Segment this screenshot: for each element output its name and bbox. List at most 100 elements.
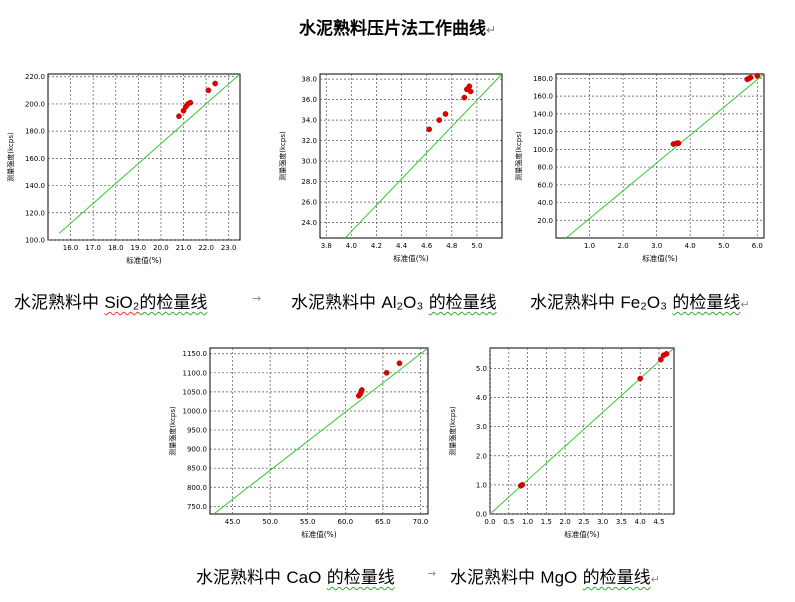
fe2o3-chart: 1.0 2.0 3.0 4.0 5.0 6.0 20.0 40.0 60.0 80.0 100.0 1… (512, 68, 772, 264)
data-point (658, 356, 664, 363)
x-tick-label: 3.8 (321, 242, 332, 250)
y-tick-label: 900.0 (187, 446, 207, 454)
y-tick-label: 32.0 (301, 137, 317, 145)
y-tick-label: 120.0 (533, 128, 553, 136)
al2o3-chart: 3.8 4.0 4.2 4.4 4.6 4.8 5.0 24.0 26.0 28.0 30.0 32.… (276, 68, 510, 264)
y-axis-label: 测量强度(kcps) (6, 132, 15, 182)
page-title: 水泥熟料压片法工作曲线↵ (0, 14, 795, 39)
y-tick-label: 220.0 (25, 73, 45, 81)
fit-line (344, 74, 502, 238)
chart-svg: 0.0 0.5 1.0 1.5 2.0 2.5 3.0 3.5 4.0 4.5 0.0 1.0 2.0 3… (448, 347, 675, 539)
data-point (467, 88, 474, 95)
return-mark: ↵ (485, 23, 497, 37)
mgo-chart: 0.0 0.5 1.0 1.5 2.0 2.5 3.0 3.5 4.0 4.5 0.0 1.0 2.0 3… (446, 342, 682, 540)
data-point (383, 369, 390, 376)
y-tick-label: 2.0 (476, 452, 487, 460)
caption-mgo: 水泥熟料中 MgO 的检量线↵ (450, 568, 660, 588)
chart-svg: 3.8 4.0 4.2 4.4 4.6 4.8 5.0 24.0 26.0 28.0 30.0 32.… (278, 73, 503, 263)
x-axis-label: 标准值(%) (393, 253, 429, 263)
x-tick-label: 0.0 (484, 518, 495, 526)
x-tick-label: 4.2 (371, 242, 382, 250)
y-tick-label: 3.0 (476, 423, 487, 431)
x-tick-label: 5.0 (718, 242, 729, 250)
x-axis-label: 标准值(%) (564, 529, 600, 539)
y-tick-label: 60.0 (537, 181, 553, 189)
y-tick-label: 80.0 (537, 164, 553, 172)
data-point (396, 360, 403, 367)
y-tick-label: 1000.0 (183, 407, 208, 415)
y-tick-label: 26.0 (301, 199, 317, 207)
fit-line (58, 74, 240, 234)
x-axis-label: 标准值(%) (126, 255, 162, 265)
y-tick-label: 1050.0 (183, 388, 208, 396)
y-tick-label: 120.0 (25, 209, 45, 217)
cao-chart: 45.0 50.0 55.0 60.0 65.0 70.0 750.0 800.0 850.0 9… (166, 342, 436, 540)
fit-line (213, 348, 428, 514)
y-tick-label: 100.0 (533, 146, 553, 154)
chart-svg: 1.0 2.0 3.0 4.0 5.0 6.0 20.0 40.0 60.0 80.0 100.0 1… (514, 72, 765, 263)
y-axis-label: 测量强度(kcps) (514, 131, 523, 181)
x-tick-label: 19.0 (131, 244, 147, 252)
x-tick-label: 4.6 (421, 242, 433, 250)
data-point (637, 375, 644, 382)
y-tick-label: 20.0 (537, 217, 553, 225)
y-tick-label: 160.0 (25, 155, 45, 163)
data-point (205, 87, 212, 94)
data-point (442, 111, 449, 117)
x-tick-label: 20.0 (153, 244, 169, 252)
data-point (675, 140, 682, 146)
x-tick-label: 6.0 (752, 242, 763, 250)
y-tick-label: 36.0 (301, 96, 317, 104)
data-point (436, 117, 443, 123)
x-tick-label: 4.0 (346, 242, 357, 250)
y-tick-label: 34.0 (301, 117, 317, 125)
x-tick-label: 1.0 (584, 242, 595, 250)
x-tick-label: 5.0 (471, 242, 482, 250)
data-point (747, 74, 754, 81)
x-tick-label: 1.0 (522, 518, 533, 526)
x-tick-label: 3.0 (651, 242, 662, 250)
y-tick-label: 140.0 (25, 182, 45, 190)
y-tick-label: 800.0 (187, 484, 207, 492)
x-tick-label: 55.0 (300, 518, 316, 526)
arrow-mark: → (252, 292, 262, 305)
x-tick-label: 4.0 (685, 242, 696, 250)
x-tick-label: 18.0 (108, 244, 124, 252)
x-axis-label: 标准值(%) (642, 253, 678, 263)
plot-area (319, 73, 503, 239)
caption-fe2o3: 水泥熟料中 Fe₂O₃ 的检量线↵ (530, 293, 750, 313)
chart-svg: 45.0 50.0 55.0 60.0 65.0 70.0 750.0 800.0 850.0 9… (168, 347, 429, 539)
y-tick-label: 40.0 (537, 199, 553, 207)
data-point (176, 113, 182, 120)
caption-al2o3: 水泥熟料中 Al₂O₃ 的检量线 (291, 293, 497, 313)
y-tick-label: 200.0 (25, 100, 45, 108)
x-axis-label: 标准值(%) (301, 529, 337, 539)
title-text: 水泥熟料压片法工作曲线 (298, 19, 486, 39)
y-tick-label: 5.0 (476, 365, 487, 373)
x-tick-label: 0.5 (503, 518, 514, 526)
fit-line (565, 74, 764, 238)
data-point (519, 482, 526, 488)
x-tick-label: 1.5 (541, 518, 552, 526)
y-tick-label: 140.0 (533, 110, 553, 118)
y-tick-label: 950.0 (187, 427, 207, 435)
x-tick-label: 2.5 (578, 518, 589, 526)
x-tick-label: 60.0 (338, 518, 354, 526)
x-tick-label: 3.0 (597, 518, 608, 526)
y-tick-label: 850.0 (187, 465, 207, 473)
y-tick-label: 180.0 (533, 75, 553, 83)
y-tick-label: 180.0 (25, 128, 45, 136)
data-point (187, 99, 194, 106)
x-tick-label: 4.0 (635, 518, 646, 526)
x-tick-label: 65.0 (375, 518, 391, 526)
x-tick-label: 45.0 (225, 518, 241, 526)
return-mark: ↵ (740, 298, 750, 311)
caption-cao: 水泥熟料中 CaO 的检量线 (196, 568, 395, 588)
y-tick-label: 1100.0 (183, 369, 208, 377)
y-tick-label: 0.0 (476, 511, 487, 519)
x-tick-label: 4.5 (653, 518, 664, 526)
x-tick-label: 17.0 (85, 244, 101, 252)
data-point (212, 80, 219, 87)
x-tick-label: 22.0 (198, 244, 214, 252)
y-tick-label: 30.0 (301, 158, 317, 166)
